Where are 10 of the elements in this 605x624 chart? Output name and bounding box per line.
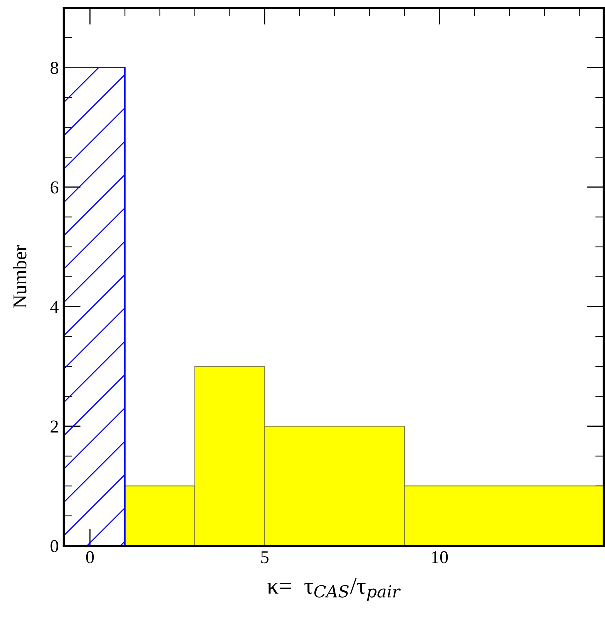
x-tick-label: 0 (86, 551, 94, 564)
y-tick-label: 2 (50, 420, 58, 433)
y-tick-label: 6 (50, 182, 59, 194)
y-tick-label: 8 (50, 62, 58, 74)
y-tick-label: 4 (50, 301, 59, 314)
x-tick-label: 5 (262, 552, 269, 564)
x-tick-label: 10 (432, 551, 448, 564)
x-axis-title: κ= τ$_{CAS}$/τ$_{pair}$ (268, 578, 401, 602)
y-axis-title: Number (13, 245, 27, 308)
y-tick-label: 0 (50, 540, 58, 552)
